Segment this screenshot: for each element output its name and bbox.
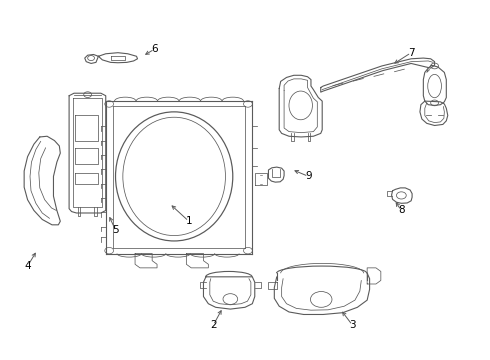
Text: 6: 6 [151, 44, 158, 54]
Text: 9: 9 [305, 171, 312, 181]
Text: 8: 8 [398, 206, 405, 216]
Text: 5: 5 [112, 225, 119, 235]
Text: 1: 1 [186, 216, 192, 226]
Text: 7: 7 [408, 48, 415, 58]
Text: 2: 2 [210, 320, 217, 330]
Text: 3: 3 [349, 320, 356, 330]
Text: 4: 4 [24, 261, 31, 271]
